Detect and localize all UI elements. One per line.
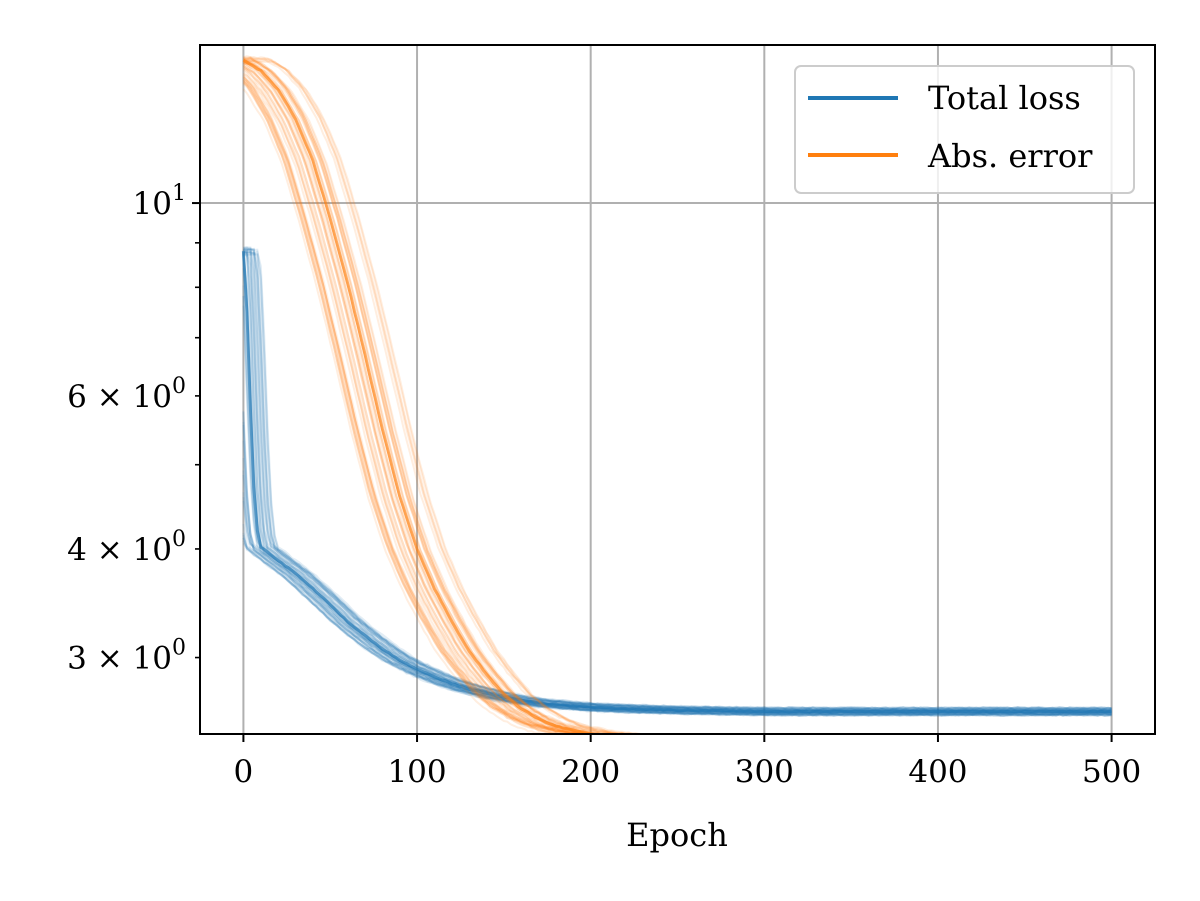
run-line-abs-error xyxy=(242,61,605,734)
run-line-total-loss xyxy=(242,253,1112,717)
run-line-abs-error xyxy=(243,59,626,734)
x-tick-label: 200 xyxy=(561,754,620,790)
legend: Total loss Abs. error xyxy=(794,65,1135,194)
x-axis-label: Epoch xyxy=(626,816,728,854)
run-line-abs-error xyxy=(242,80,561,734)
run-line-total-loss xyxy=(243,246,1112,711)
run-line-abs-error xyxy=(243,58,614,734)
run-line-abs-error xyxy=(243,62,587,734)
run-line-abs-error xyxy=(242,59,619,734)
run-line-total-loss xyxy=(243,252,1112,716)
run-line-total-loss xyxy=(243,247,1112,712)
run-line-abs-error xyxy=(243,57,644,734)
run-line-abs-error xyxy=(243,57,635,734)
run-line-abs-error xyxy=(242,65,589,734)
mean-line-total-loss xyxy=(241,251,1112,714)
x-tick-label: 500 xyxy=(1082,754,1141,790)
run-line-abs-error xyxy=(242,79,583,734)
run-line-total-loss xyxy=(242,296,1112,716)
run-line-abs-error xyxy=(242,67,583,734)
run-line-abs-error xyxy=(242,75,622,734)
run-line-total-loss xyxy=(243,246,1112,710)
run-line-abs-error xyxy=(243,56,630,734)
run-line-abs-error xyxy=(243,59,609,734)
run-line-total-loss xyxy=(243,251,1112,715)
x-tick-label: 300 xyxy=(735,754,794,790)
run-line-abs-error xyxy=(242,76,630,734)
run-line-abs-error xyxy=(242,74,562,734)
run-line-abs-error xyxy=(243,58,602,734)
run-line-abs-error xyxy=(243,63,601,734)
run-line-abs-error xyxy=(242,83,584,734)
run-line-abs-error xyxy=(243,55,658,734)
run-line-abs-error xyxy=(243,62,590,734)
run-line-total-loss xyxy=(242,492,1112,710)
y-tick-label: 6 × 100 xyxy=(67,374,186,415)
run-line-total-loss xyxy=(243,246,1112,710)
run-line-abs-error xyxy=(242,64,586,734)
run-line-total-loss xyxy=(243,247,1112,712)
run-line-total-loss xyxy=(242,457,1112,715)
mean-line-abs-error xyxy=(242,58,605,734)
axis-ticks: 0 100 200 300 400 500 101 3 × 100 4 × 100 6 × 100 xyxy=(67,181,1141,790)
run-line-abs-error xyxy=(242,68,589,734)
x-tick-label: 100 xyxy=(387,754,446,790)
run-line-abs-error xyxy=(243,59,618,734)
run-line-total-loss xyxy=(243,247,1112,712)
run-line-abs-error xyxy=(243,67,582,734)
run-line-total-loss xyxy=(242,523,1112,716)
legend-label-total-loss: Total loss xyxy=(928,79,1081,117)
run-line-abs-error xyxy=(243,57,639,734)
run-line-total-loss xyxy=(243,253,1112,717)
run-line-total-loss xyxy=(243,248,1112,712)
run-line-abs-error xyxy=(243,60,605,734)
run-line-total-loss xyxy=(242,496,1112,710)
plot-frame xyxy=(199,44,1156,735)
run-line-abs-error xyxy=(242,81,606,734)
run-line-total-loss xyxy=(242,268,1112,717)
run-line-abs-error xyxy=(243,58,637,734)
run-line-abs-error xyxy=(242,64,580,734)
series-layer xyxy=(241,55,1112,734)
run-line-abs-error xyxy=(242,72,565,734)
run-line-total-loss xyxy=(242,532,1112,716)
y-tick-label: 4 × 100 xyxy=(67,527,186,568)
run-line-abs-error xyxy=(243,62,597,734)
x-tick-label: 400 xyxy=(908,754,967,790)
run-line-abs-error xyxy=(242,80,596,734)
run-line-total-loss xyxy=(242,537,1112,712)
run-line-abs-error xyxy=(242,78,610,734)
run-line-total-loss xyxy=(242,249,1112,712)
x-tick-label: 0 xyxy=(234,754,254,790)
run-line-total-loss xyxy=(242,412,1112,716)
run-line-abs-error xyxy=(242,73,563,734)
run-line-abs-error xyxy=(243,62,581,734)
run-line-abs-error xyxy=(242,62,605,734)
run-line-abs-error xyxy=(242,79,598,734)
grid-lines xyxy=(200,45,1155,734)
y-tick-label: 101 xyxy=(133,181,186,222)
run-line-total-loss xyxy=(242,421,1112,716)
run-line-abs-error xyxy=(242,77,596,734)
run-line-abs-error xyxy=(242,69,582,734)
run-line-abs-error xyxy=(242,66,574,734)
run-line-abs-error xyxy=(243,56,638,734)
run-line-abs-error xyxy=(243,60,598,734)
run-line-abs-error xyxy=(242,81,600,734)
legend-label-abs-error: Abs. error xyxy=(927,137,1093,175)
run-line-total-loss xyxy=(242,255,1112,718)
run-line-abs-error xyxy=(242,76,615,734)
run-line-abs-error xyxy=(243,55,659,734)
y-tick-label: 3 × 100 xyxy=(67,636,186,677)
run-line-abs-error xyxy=(243,60,598,734)
run-line-total-loss xyxy=(242,410,1112,717)
run-line-abs-error xyxy=(242,88,549,734)
